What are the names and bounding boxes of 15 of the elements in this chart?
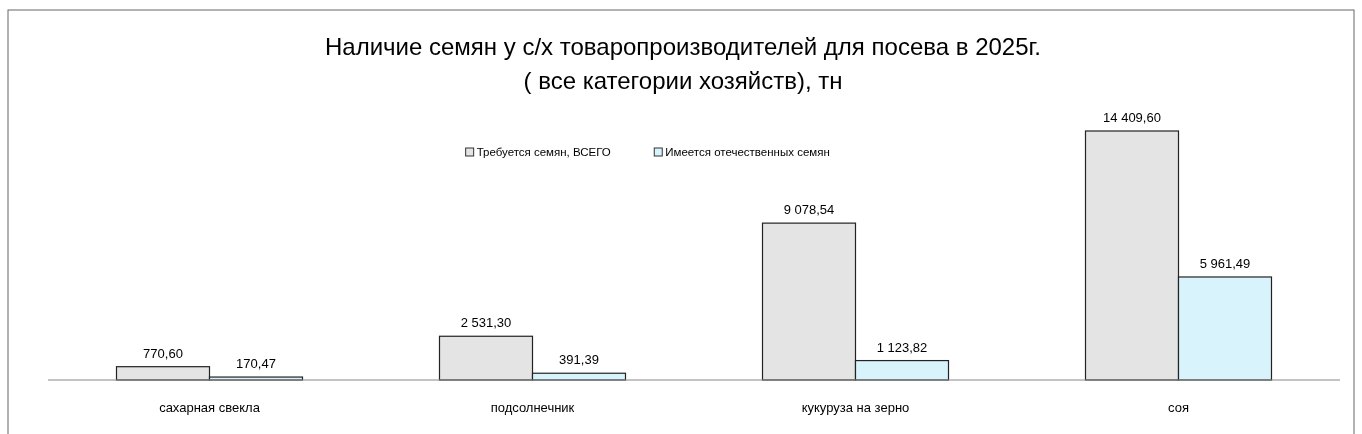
data-label: 14 409,60 [1103,110,1161,125]
data-label: 170,47 [236,356,276,372]
x-tick-label: кукуруза на зерно [801,400,910,415]
chart-title: Наличие семян у с/х товаропроизводителей для посева в 2025г. ( все категории хозяйств), тн [324,33,1042,94]
data-label: 2 531,30 [460,315,512,331]
legend-label: Имеется отечественных семян [665,146,830,158]
data-label: 391,39 [559,352,599,368]
data-label: 9 078,54 [783,202,835,218]
legend-label: Требуется семян, ВСЕГО [476,146,611,158]
data-label: 1 123,82 [876,339,928,355]
data-label: 5 961,49 [1199,255,1251,271]
x-tick-label: соя [1168,400,1189,415]
data-label: 770,60 [143,345,183,361]
x-tick-label: сахарная свекла [159,400,261,415]
x-tick-label: подсолнечник [490,400,575,415]
